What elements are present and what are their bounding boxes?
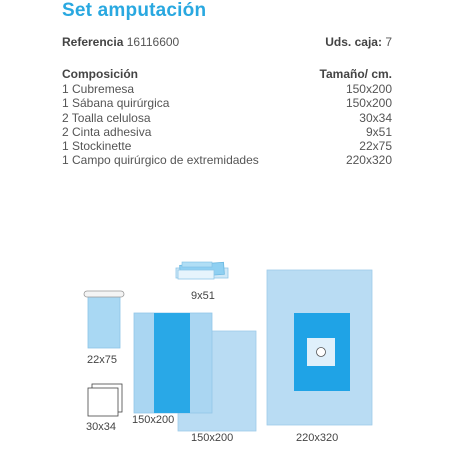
item-name: 1 Cubremesa xyxy=(62,82,135,96)
item-size: 150x200 xyxy=(345,82,392,96)
composition-row: 1 Sábana quirúrgica 150x200 xyxy=(62,96,392,110)
item-size: 30x34 xyxy=(359,110,392,125)
item-name: 1 Stockinette xyxy=(62,139,132,154)
reference-info: Referencia 16116600 xyxy=(62,35,179,49)
stockinette-illustration xyxy=(83,290,125,349)
item-name: 2 Cinta adhesiva xyxy=(62,124,152,139)
tape-size-label: 9x51 xyxy=(191,290,215,302)
extremity-drape-size-label: 220x320 xyxy=(296,432,339,444)
item-size: 150x200 xyxy=(345,96,392,111)
composition-table: Composición Tamaño/ cm. 1 Cubremesa 150x… xyxy=(62,67,392,168)
reference-row: Referencia 16116600 Uds. caja: 7 xyxy=(62,35,392,51)
units-value: 7 xyxy=(385,35,392,49)
extremity-drape-illustration xyxy=(266,269,373,426)
item-size: 220x320 xyxy=(345,153,392,168)
composition-header: Composición Tamaño/ cm. xyxy=(62,67,392,82)
composition-row: 1 Stockinette 22x75 xyxy=(62,139,392,153)
towel-illustration xyxy=(87,383,123,417)
units-label: Uds. caja: xyxy=(325,35,382,49)
composition-row: 1 Campo quirúrgico de extremidades 220x3… xyxy=(62,153,392,167)
cover-size-label: 150x200 xyxy=(191,432,234,444)
composition-header-label: Composición xyxy=(62,67,139,81)
page-title: Set amputación xyxy=(62,0,207,21)
item-name: 1 Campo quirúrgico de extremidades xyxy=(62,153,259,168)
item-size: 22x75 xyxy=(359,139,392,154)
size-header-label: Tamaño/ cm. xyxy=(319,67,392,81)
stockinette-size-label: 22x75 xyxy=(87,354,117,366)
reference-label: Referencia xyxy=(62,35,124,49)
reference-value: 16116600 xyxy=(126,35,180,49)
composition-row: 2 Toalla celulosa 30x34 xyxy=(62,111,392,125)
item-size: 9x51 xyxy=(365,124,392,139)
surgical-sheet-illustration xyxy=(133,312,213,414)
item-name: 1 Sábana quirúrgica xyxy=(62,96,170,111)
units-info: Uds. caja: 7 xyxy=(325,35,392,49)
sheet-size-label: 150x200 xyxy=(132,414,175,426)
adhesive-tape-illustration xyxy=(175,261,229,280)
composition-row: 1 Cubremesa 150x200 xyxy=(62,82,392,96)
composition-row: 2 Cinta adhesiva 9x51 xyxy=(62,125,392,139)
item-name: 2 Toalla celulosa xyxy=(62,110,151,125)
towel-size-label: 30x34 xyxy=(86,421,116,433)
